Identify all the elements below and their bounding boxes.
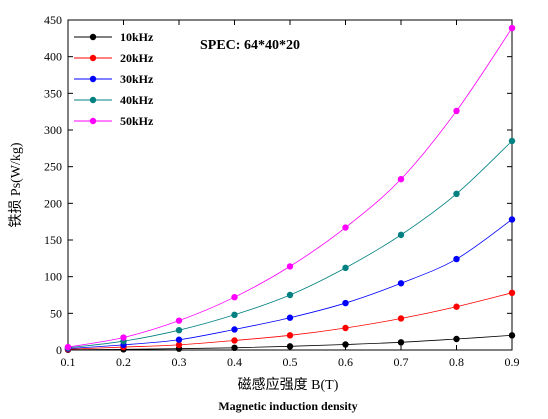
x-tick-label: 0.4 — [227, 355, 242, 369]
data-point-10kHz-6 — [397, 339, 405, 346]
data-point-50kHz-0 — [64, 343, 72, 351]
legend-label-40kHz: 40kHz — [120, 93, 154, 107]
data-point-10kHz-7 — [453, 335, 460, 343]
x-tick-label: 0.8 — [449, 355, 464, 369]
plot-frame — [67, 19, 513, 351]
data-point-30kHz-2 — [175, 336, 183, 343]
data-point-40kHz-5 — [342, 264, 349, 272]
data-point-20kHz-8 — [508, 289, 516, 296]
data-point-10kHz-8 — [508, 332, 516, 339]
x-tick-label: 0.3 — [172, 355, 187, 369]
data-point-40kHz-8 — [508, 137, 516, 145]
y-tick-label: 0 — [56, 343, 62, 357]
data-point-50kHz-4 — [286, 263, 294, 270]
axis-ticks: 0.1 0.2 0.3 0.4 0.5 0.6 0.7 0.8 0.9 0 50 100 150 200 2… — [44, 13, 520, 369]
series-line-20kHz — [67, 292, 513, 350]
data-point-20kHz-4 — [286, 332, 294, 339]
x-tick-label: 0.1 — [61, 355, 76, 369]
data-point-30kHz-4 — [286, 314, 294, 321]
data-point-20kHz-5 — [342, 324, 349, 332]
y-tick-label: 200 — [44, 196, 62, 210]
data-point-40kHz-6 — [397, 231, 405, 239]
data-point-50kHz-8 — [508, 24, 516, 32]
y-tick-label: 300 — [44, 123, 62, 137]
data-point-40kHz-2 — [175, 327, 183, 334]
data-point-10kHz-3 — [231, 344, 238, 351]
x-axis-title: 磁感应强度 B(T) — [238, 376, 339, 393]
y-tick-label: 350 — [44, 86, 62, 100]
data-point-50kHz-2 — [175, 317, 183, 324]
spec-annotation: SPEC: 64*40*20 — [200, 38, 300, 53]
series-line-40kHz — [67, 140, 513, 349]
legend: 10kHz 20kHz 30kHz 40kHz 50kHz — [74, 30, 154, 128]
legend-label-20kHz: 20kHz — [120, 51, 154, 65]
data-point-20kHz-2 — [175, 341, 183, 349]
y-tick-label: 400 — [44, 50, 62, 64]
legend-marker-50kHz — [89, 117, 97, 125]
legend-label-50kHz: 50kHz — [120, 114, 154, 128]
x-tick-label: 0.5 — [283, 355, 298, 369]
data-point-30kHz-5 — [342, 299, 349, 307]
data-point-50kHz-7 — [453, 107, 460, 115]
y-axis-title: 铁损 Ps(W/kg) — [8, 142, 24, 227]
data-point-10kHz-5 — [342, 341, 349, 348]
data-point-30kHz-6 — [397, 280, 405, 287]
series-line-30kHz — [67, 219, 513, 349]
x-tick-label: 0.2 — [116, 355, 131, 369]
data-point-30kHz-3 — [231, 326, 238, 333]
data-point-50kHz-3 — [231, 294, 238, 301]
x-tick-label: 0.9 — [505, 355, 520, 369]
x-tick-label: 0.6 — [338, 355, 353, 369]
data-point-40kHz-7 — [453, 190, 460, 197]
y-tick-label: 450 — [44, 13, 62, 27]
legend-marker-10kHz — [89, 33, 97, 41]
series-points — [64, 24, 516, 353]
data-point-30kHz-8 — [508, 216, 516, 223]
legend-label-30kHz: 30kHz — [120, 72, 154, 86]
data-point-50kHz-5 — [342, 224, 349, 231]
data-point-50kHz-1 — [120, 334, 127, 341]
data-point-40kHz-3 — [231, 311, 238, 318]
data-point-10kHz-4 — [286, 343, 294, 350]
data-point-20kHz-3 — [231, 337, 238, 344]
data-point-40kHz-4 — [286, 291, 294, 299]
legend-marker-40kHz — [89, 96, 97, 104]
legend-label-10kHz: 10kHz — [120, 30, 154, 44]
series-line-50kHz — [67, 27, 513, 348]
legend-marker-20kHz — [89, 54, 97, 62]
data-point-50kHz-6 — [397, 175, 405, 183]
y-tick-label: 250 — [44, 160, 62, 174]
y-tick-label: 100 — [44, 270, 62, 284]
data-point-20kHz-6 — [397, 315, 405, 322]
data-point-20kHz-7 — [453, 303, 460, 310]
data-point-30kHz-7 — [453, 255, 460, 263]
x-axis-subtitle: Magnetic induction density — [218, 399, 357, 413]
x-tick-label: 0.7 — [394, 355, 409, 369]
y-tick-label: 150 — [44, 233, 62, 247]
y-tick-label: 50 — [50, 306, 62, 320]
legend-marker-30kHz — [89, 75, 97, 83]
